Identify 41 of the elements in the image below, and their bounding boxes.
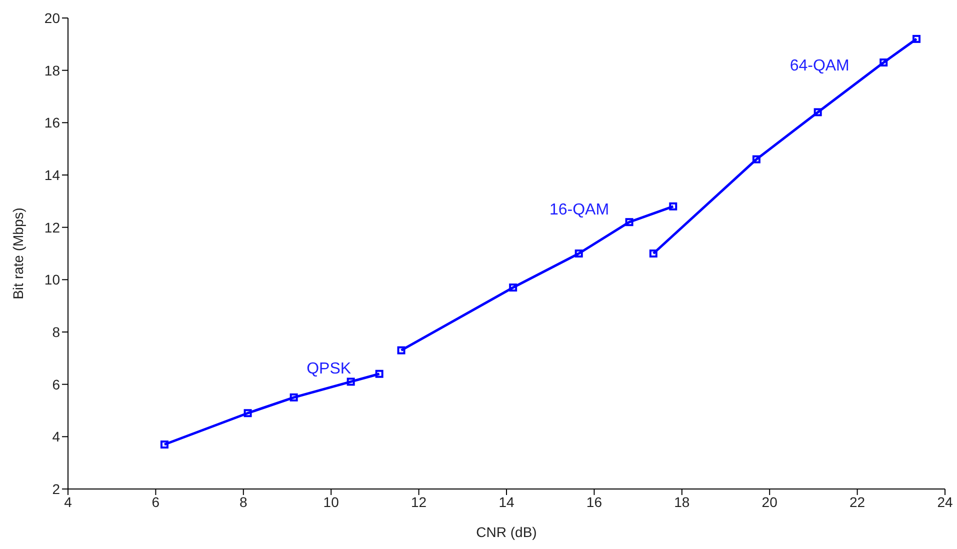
point <box>397 346 406 354</box>
point <box>375 370 384 378</box>
x-tick-label: 10 <box>323 494 340 510</box>
point <box>509 284 518 292</box>
x-tick-label: 12 <box>411 494 427 510</box>
y-tick-label: 14 <box>44 166 60 183</box>
point <box>669 202 678 210</box>
x-axis-title: CNR (dB) <box>476 524 537 540</box>
x-tick-label: 20 <box>762 494 778 510</box>
x-tick-label: 24 <box>937 494 953 510</box>
y-tick-label: 2 <box>52 480 60 497</box>
x-tick-label: 14 <box>498 494 514 510</box>
point <box>752 155 760 164</box>
point <box>574 250 583 258</box>
x-tick-label: 8 <box>240 494 248 510</box>
y-tick-label: 8 <box>52 324 60 340</box>
point <box>912 34 920 43</box>
y-tick-label: 18 <box>44 62 60 78</box>
point <box>160 440 168 449</box>
y-tick-label: 10 <box>44 272 60 288</box>
annotation: QPSK <box>306 360 352 378</box>
annotation: 64-QAM <box>790 58 850 75</box>
x-tick-label: 4 <box>64 494 72 510</box>
point <box>649 250 658 258</box>
point <box>814 108 822 116</box>
point <box>346 378 355 386</box>
x-tick-label: 6 <box>152 494 160 510</box>
y-tick-label: 12 <box>44 219 60 236</box>
x-tick-label: 22 <box>850 494 866 510</box>
x-tick-label: 16 <box>586 494 602 510</box>
y-tick-label: 4 <box>52 428 60 445</box>
point <box>880 58 888 66</box>
point <box>625 218 634 226</box>
y-tick-label: 20 <box>44 10 60 26</box>
point <box>290 393 298 402</box>
y-tick-label: 6 <box>52 376 60 392</box>
y-tick-label: 16 <box>44 114 60 131</box>
y-axis-title: Bit rate (Mbps) <box>10 208 26 300</box>
x-tick-label: 18 <box>674 494 690 510</box>
point <box>244 409 252 418</box>
annotation: 16-QAM <box>549 201 610 218</box>
